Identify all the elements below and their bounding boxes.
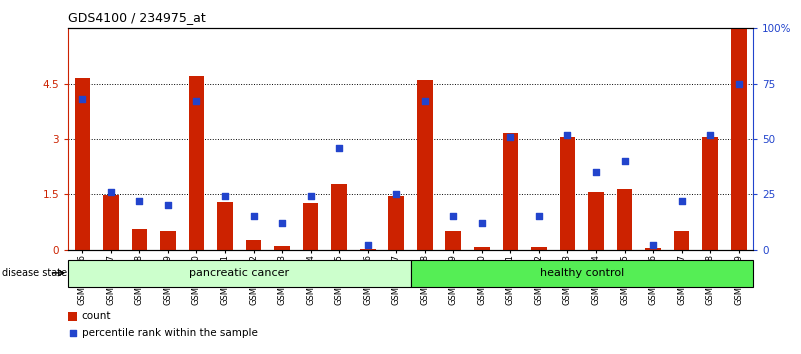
FancyBboxPatch shape [410, 260, 753, 287]
Point [590, 169, 602, 175]
Point [533, 213, 545, 219]
Point [66, 331, 79, 336]
Bar [474, 247, 489, 250]
Bar [217, 202, 233, 250]
Bar [646, 248, 661, 250]
Text: pancreatic cancer: pancreatic cancer [189, 268, 289, 278]
Text: healthy control: healthy control [540, 268, 624, 278]
Point [732, 81, 745, 86]
Point [276, 220, 288, 226]
Bar [588, 193, 604, 250]
Bar [68, 312, 77, 321]
Point [76, 96, 89, 102]
Text: disease state: disease state [2, 268, 66, 278]
Bar [502, 133, 518, 250]
Bar [303, 204, 319, 250]
Bar [731, 28, 747, 250]
Point [332, 145, 345, 151]
Bar [674, 231, 690, 250]
Bar [445, 231, 461, 250]
Bar [617, 189, 632, 250]
Point [618, 158, 631, 164]
Point [133, 198, 146, 204]
Bar [417, 80, 433, 250]
Point [447, 213, 460, 219]
Bar [103, 195, 119, 250]
Point [304, 194, 317, 199]
Bar [160, 231, 175, 250]
Bar [332, 184, 347, 250]
Point [190, 98, 203, 104]
Point [418, 98, 431, 104]
Point [675, 198, 688, 204]
Bar [531, 247, 547, 250]
Bar [702, 137, 718, 250]
Point [476, 220, 489, 226]
Bar [189, 75, 204, 250]
Point [704, 132, 717, 137]
Bar [560, 137, 575, 250]
Bar [246, 240, 261, 250]
Point [561, 132, 574, 137]
Point [646, 242, 659, 248]
Text: percentile rank within the sample: percentile rank within the sample [82, 329, 257, 338]
FancyBboxPatch shape [68, 260, 410, 287]
Point [104, 189, 117, 195]
Point [248, 213, 260, 219]
Bar [388, 196, 404, 250]
Point [162, 202, 175, 208]
Point [504, 134, 517, 139]
Point [219, 194, 231, 199]
Bar [360, 249, 376, 250]
Bar [131, 229, 147, 250]
Point [361, 242, 374, 248]
Bar [74, 78, 91, 250]
Text: GDS4100 / 234975_at: GDS4100 / 234975_at [68, 11, 206, 24]
Bar [274, 246, 290, 250]
Text: count: count [82, 312, 111, 321]
Point [390, 192, 403, 197]
